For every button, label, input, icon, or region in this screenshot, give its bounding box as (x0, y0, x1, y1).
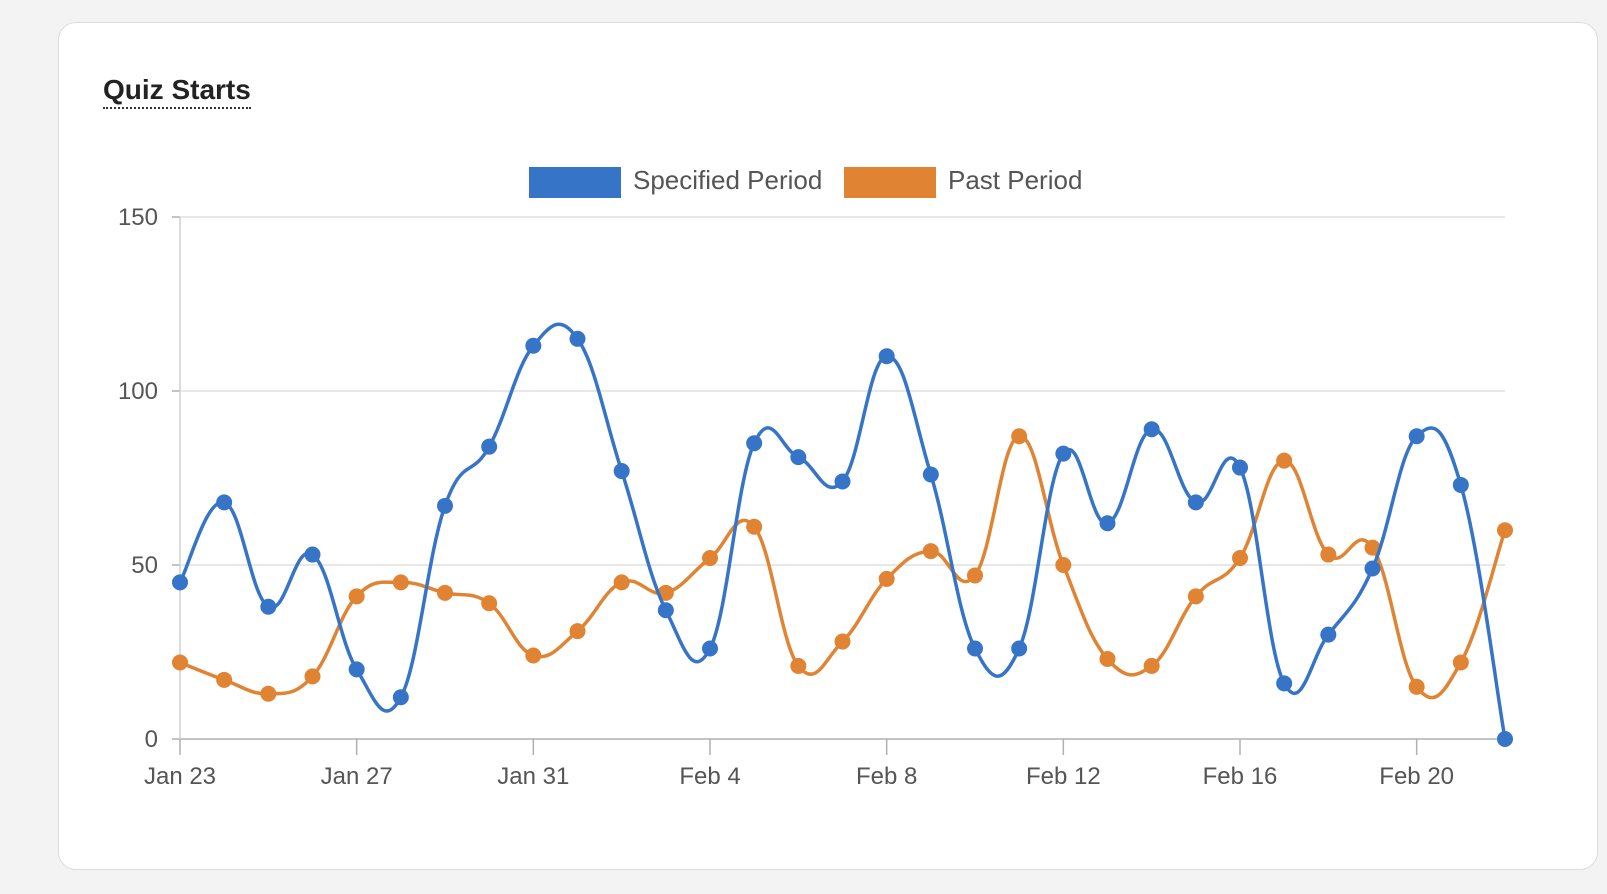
legend-label-specified-period[interactable]: Specified Period (633, 165, 822, 195)
x-tick-label: Feb 20 (1379, 763, 1454, 790)
past-period-point[interactable] (1055, 557, 1072, 573)
past-period-point[interactable] (569, 623, 586, 640)
past-period-point[interactable] (746, 518, 763, 535)
specified-period-point[interactable] (657, 602, 674, 619)
specified-period-point[interactable] (1099, 515, 1116, 532)
past-period-point[interactable] (1143, 657, 1160, 674)
specified-period-point[interactable] (1276, 675, 1293, 692)
past-period-point[interactable] (878, 570, 895, 587)
x-tick-label: Jan 23 (144, 763, 216, 790)
past-period-line (179, 434, 1507, 700)
specified-period-point[interactable] (437, 497, 453, 514)
legend-label-past-period[interactable]: Past Period (948, 165, 1082, 195)
specified-period-point[interactable] (1055, 445, 1072, 462)
y-tick-label: 100 (118, 378, 158, 405)
specified-period-point[interactable] (1452, 476, 1469, 493)
past-period-point[interactable] (437, 584, 453, 601)
quiz-starts-card: Quiz Starts 0 50 100 150 Jan 23 Jan 27 Jan 31 F… (58, 22, 1598, 870)
past-period-point[interactable] (1497, 522, 1513, 539)
past-period-point[interactable] (613, 574, 630, 591)
past-period-point[interactable] (1011, 428, 1028, 445)
past-period-point[interactable] (1320, 546, 1337, 563)
specified-period-point[interactable] (967, 640, 983, 657)
specified-period-point[interactable] (613, 463, 630, 480)
card-title[interactable]: Quiz Starts (103, 73, 251, 109)
chart-container: 0 50 100 150 Jan 23 Jan 27 Jan 31 Feb 4 Feb 8 Feb… (59, 23, 1599, 871)
specified-period-point[interactable] (569, 330, 586, 347)
x-tick-label: Feb 12 (1026, 763, 1101, 790)
specified-period-point[interactable] (348, 661, 365, 678)
specified-period-point[interactable] (834, 473, 851, 490)
specified-period-point[interactable] (1143, 421, 1160, 438)
x-tick-label: Jan 27 (321, 763, 393, 790)
legend-swatch-specified-period[interactable] (529, 167, 621, 198)
specified-period-point[interactable] (1364, 560, 1381, 577)
line-chart: 0 50 100 150 Jan 23 Jan 27 Jan 31 Feb 4 Feb 8 Feb… (118, 165, 1513, 790)
specified-period-point[interactable] (1187, 494, 1204, 511)
specified-period-point[interactable] (702, 640, 718, 657)
past-period-point[interactable] (172, 654, 188, 671)
past-period-point[interactable] (216, 671, 233, 688)
past-period-point[interactable] (1408, 678, 1425, 695)
specified-period-point[interactable] (1232, 459, 1248, 476)
past-period-point[interactable] (967, 567, 983, 584)
past-period-point[interactable] (834, 633, 851, 650)
specified-period-point[interactable] (304, 546, 321, 563)
specified-period-point[interactable] (481, 438, 498, 455)
x-tick-label: Feb 16 (1203, 763, 1278, 790)
specified-period-point[interactable] (1320, 626, 1337, 643)
specified-period-point[interactable] (260, 598, 277, 615)
past-period-point[interactable] (481, 595, 498, 612)
past-period-point[interactable] (657, 584, 674, 601)
x-tick-label: Feb 8 (856, 763, 917, 790)
specified-period-point[interactable] (1011, 640, 1028, 657)
specified-period-point[interactable] (746, 435, 763, 452)
past-period-point[interactable] (260, 685, 277, 702)
specified-period-point[interactable] (790, 449, 807, 466)
specified-period-point[interactable] (1408, 428, 1425, 445)
specified-period-point[interactable] (216, 494, 233, 511)
specified-period-point[interactable] (525, 337, 542, 354)
past-period-point[interactable] (392, 574, 409, 591)
specified-period-point[interactable] (922, 466, 939, 483)
x-tick-label: Jan 31 (497, 763, 569, 790)
legend-swatch-past-period[interactable] (844, 167, 936, 198)
past-period-point[interactable] (1276, 452, 1293, 469)
specified-period-point[interactable] (878, 348, 895, 365)
past-period-point[interactable] (922, 543, 939, 560)
past-period-point[interactable] (1187, 588, 1204, 605)
past-period-point[interactable] (1452, 654, 1469, 671)
specified-period-point[interactable] (172, 574, 188, 591)
past-period-point[interactable] (790, 657, 807, 674)
y-tick-label: 50 (131, 552, 158, 579)
specified-period-point[interactable] (392, 689, 409, 706)
x-tick-label: Feb 4 (679, 763, 740, 790)
past-period-point[interactable] (348, 588, 365, 605)
specified-period-line (178, 322, 1507, 740)
y-tick-label: 150 (118, 204, 158, 231)
past-period-point[interactable] (702, 550, 718, 567)
specified-period-point[interactable] (1497, 731, 1513, 747)
past-period-point[interactable] (1099, 650, 1116, 667)
past-period-point[interactable] (1364, 539, 1381, 556)
past-period-point[interactable] (525, 647, 542, 664)
past-period-point[interactable] (304, 668, 321, 685)
y-tick-label: 0 (145, 726, 158, 753)
past-period-point[interactable] (1232, 550, 1248, 567)
